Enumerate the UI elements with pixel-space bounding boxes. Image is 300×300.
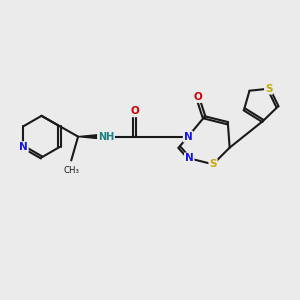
Text: O: O [130,106,139,116]
Text: S: S [265,84,272,94]
Text: S: S [209,159,217,169]
Text: CH₃: CH₃ [63,166,79,175]
Text: N: N [185,153,194,163]
Text: N: N [184,132,192,142]
Polygon shape [78,134,106,139]
Text: NH: NH [98,132,114,142]
Text: O: O [193,92,202,102]
Text: N: N [19,142,28,152]
